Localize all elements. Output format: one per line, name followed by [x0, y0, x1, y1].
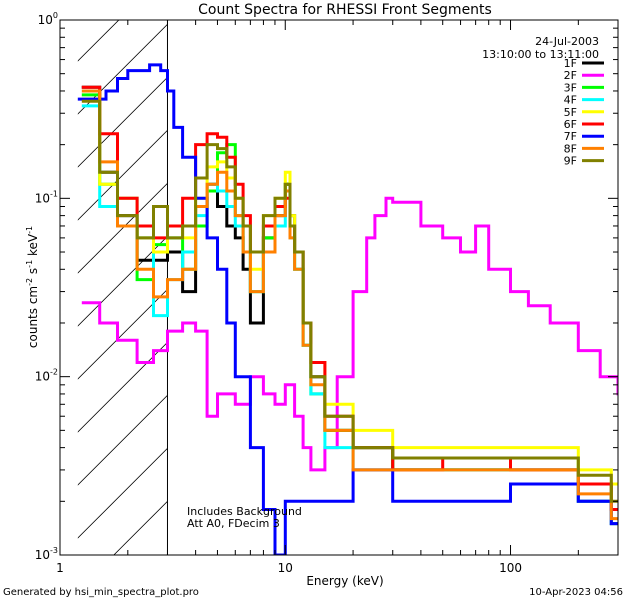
hatch-line [77, 447, 168, 539]
y-axis-label-part: keV [26, 233, 40, 260]
hatch-line [77, 235, 168, 327]
axis-ticks: 1 10 100 10-3 10-2 10-1 100 [35, 11, 619, 575]
hatch-line [77, 182, 168, 274]
hatch-line [0, 0, 131, 555]
y-tick-label: 10-3 [35, 546, 58, 562]
x-tick-label: 10 [278, 561, 293, 575]
hatched-region [0, 0, 640, 555]
legend-label: 5F [564, 106, 577, 119]
legend-time-range: 13:10:00 to 13:11:00 [482, 48, 599, 61]
legend-label: 1F [564, 57, 577, 70]
hatch-line [77, 23, 168, 115]
y-axis-label-exp: -2 [25, 278, 34, 286]
legend-label: 3F [564, 81, 577, 94]
hatch-line [432, 0, 640, 555]
y-tick-label: 10-1 [35, 189, 58, 205]
footer-generated-by: Generated by hsi_min_spectra_plot.pro [3, 587, 199, 598]
hatch-line [77, 129, 168, 221]
y-axis-label: counts cm-2 s-1 keV-1 [25, 226, 40, 348]
series-line-7F [77, 63, 618, 555]
y-tick-label: 10-2 [35, 368, 58, 384]
y-axis-label-exp: -1 [25, 260, 34, 268]
hatch-line [77, 76, 168, 168]
legend-date: 24-Jul-2003 [535, 35, 599, 48]
series-line-4F [81, 104, 618, 526]
legend-label: 6F [564, 118, 577, 131]
plot-frame [59, 19, 619, 556]
y-tick-label: 100 [38, 11, 58, 27]
annotation-attenuator: Att A0, FDecim 3 [187, 517, 280, 530]
hatch-line [77, 394, 168, 486]
legend-label: 2F [564, 69, 577, 82]
legend-label: 9F [564, 155, 577, 168]
y-axis-label-exp: -1 [25, 226, 34, 234]
legend-label: 8F [564, 142, 577, 155]
legend: 24-Jul-2003 13:10:00 to 13:11:00 1F2F3F4… [482, 35, 604, 168]
hatch-lines [0, 0, 640, 555]
hatch-line [326, 0, 640, 555]
hatch-line [591, 0, 640, 555]
y-axis-label-part: counts cm [26, 286, 40, 348]
hatch-line [273, 0, 640, 555]
series-line-2F [81, 196, 618, 472]
annotation-background: Includes Background [187, 505, 302, 518]
y-axis-label-part: s [26, 268, 40, 278]
chart-title: Count Spectra for RHESSI Front Segments [198, 2, 492, 18]
hatch-line [538, 0, 640, 555]
footer-date: 10-Apr-2023 04:56 [529, 587, 623, 598]
x-tick-label: 100 [499, 561, 522, 575]
x-tick-label: 1 [56, 561, 64, 575]
legend-label: 4F [564, 94, 577, 107]
hatch-line [77, 341, 168, 433]
series-line-5F [81, 97, 618, 486]
legend-label: 7F [564, 130, 577, 143]
hatch-line [77, 20, 120, 62]
series-line-9F [81, 99, 618, 503]
x-axis-label: Energy (keV) [306, 574, 383, 588]
series-lines [77, 63, 618, 555]
hatch-line [113, 500, 168, 555]
hatch-line [485, 0, 640, 555]
